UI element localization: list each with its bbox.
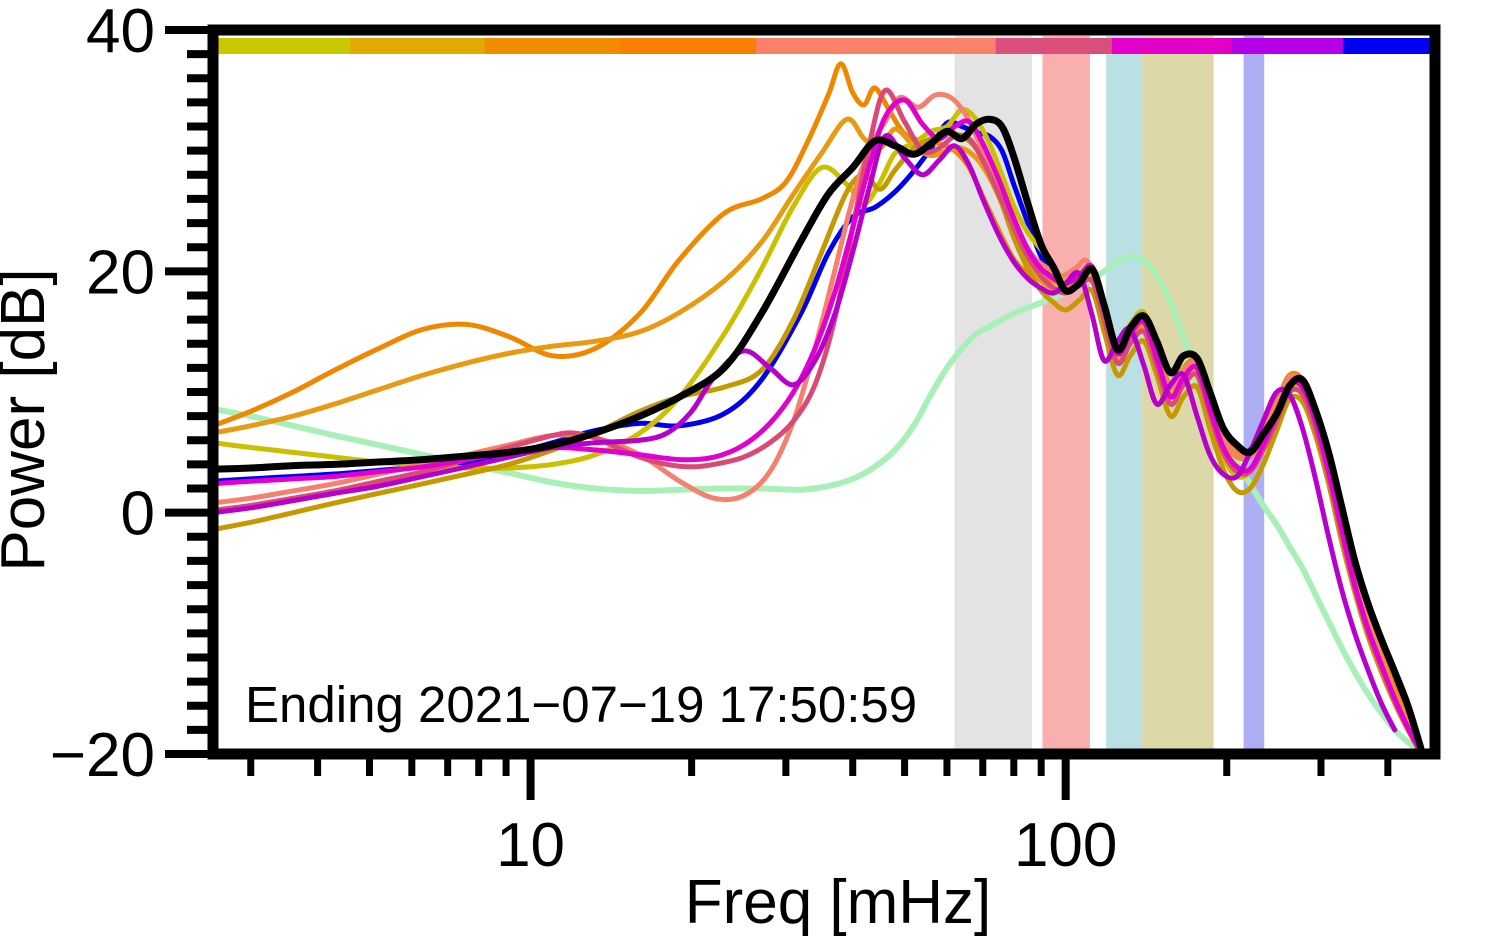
y-tick-label: 20 bbox=[86, 238, 155, 307]
colorbar-segment-3 bbox=[620, 38, 758, 54]
top-colorbar bbox=[213, 38, 1436, 54]
axis-ticks-group bbox=[165, 26, 1392, 800]
data-curves-group bbox=[209, 61, 1425, 756]
band-pink bbox=[1042, 36, 1090, 750]
y-tick-label: 0 bbox=[121, 480, 155, 549]
colorbar-segment-2 bbox=[484, 38, 622, 54]
shaded-bands-group bbox=[954, 36, 1265, 750]
colorbar-segment-4 bbox=[756, 38, 997, 54]
x-tick-label: 100 bbox=[1014, 811, 1117, 880]
colorbar-segment-0 bbox=[213, 38, 352, 54]
band-lightblue bbox=[1106, 36, 1143, 750]
curve-mean-spectrum bbox=[209, 115, 1425, 752]
colorbar-segment-8 bbox=[1343, 38, 1436, 54]
y-tick-label: 40 bbox=[86, 0, 155, 66]
colorbar-segment-1 bbox=[350, 38, 486, 54]
colorbar-segment-6 bbox=[1111, 38, 1233, 54]
x-tick-label: 10 bbox=[496, 811, 565, 880]
band-gray bbox=[954, 36, 1032, 750]
y-tick-label: −20 bbox=[50, 721, 155, 790]
x-axis-label: Freq [mHz] bbox=[685, 868, 992, 937]
y-axis-label: Power [dB] bbox=[0, 268, 58, 571]
colorbar-segment-7 bbox=[1231, 38, 1345, 54]
axis-tick-labels: 10 100 −20 0 20 40 bbox=[50, 0, 1118, 880]
band-periwinkle bbox=[1243, 36, 1265, 750]
ending-timestamp-annotation: Ending 2021−07−19 17:50:59 bbox=[245, 676, 917, 733]
colorbar-segment-5 bbox=[995, 38, 1113, 54]
curve-channel-purple bbox=[210, 132, 1398, 733]
